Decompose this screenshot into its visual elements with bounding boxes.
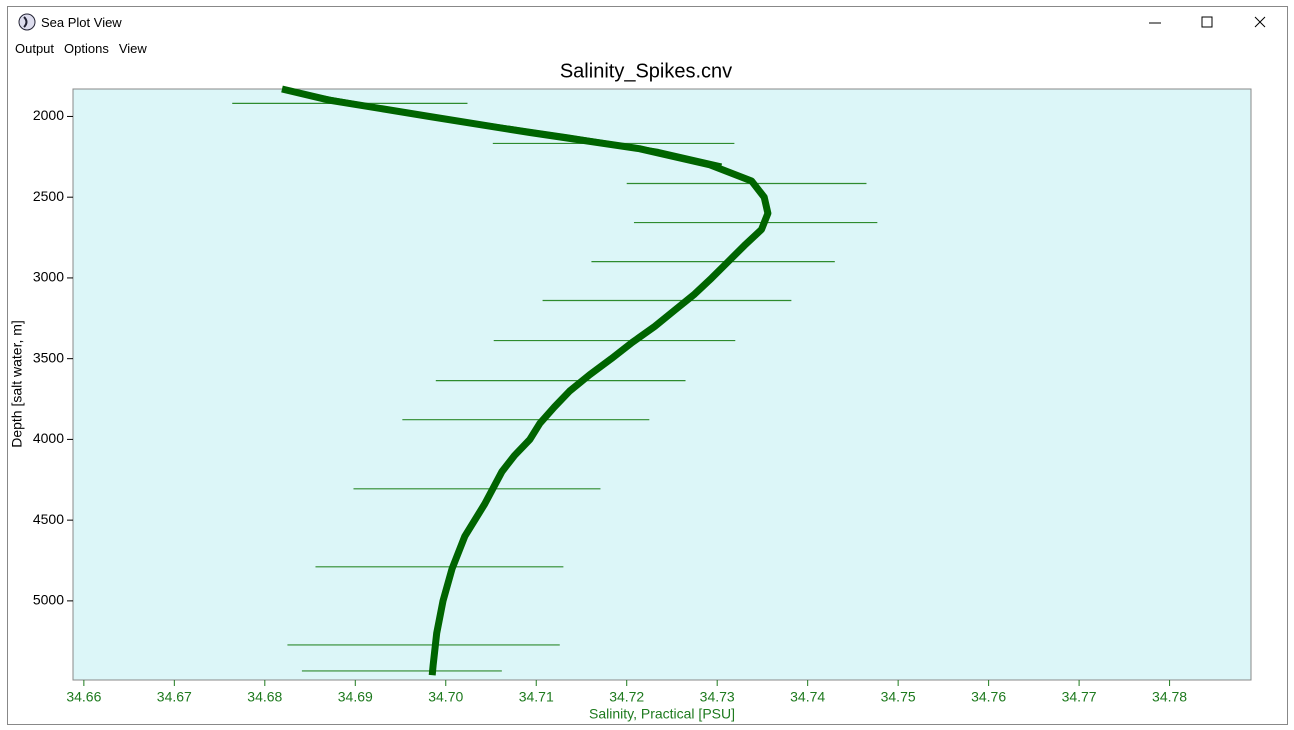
x-tick-label: 34.78: [1152, 689, 1187, 705]
x-axis-label: Salinity, Practical [PSU]: [589, 706, 735, 722]
y-tick-label: 2500: [33, 188, 64, 204]
menu-bar: Output Options View: [15, 41, 157, 56]
profile-line: [287, 89, 723, 167]
y-tick-label: 3500: [33, 349, 64, 365]
title-bar: Sea Plot View: [8, 7, 1287, 37]
window-controls[interactable]: [1137, 7, 1287, 37]
y-axis-label: Depth [salt water, m]: [9, 320, 25, 448]
x-tick-label: 34.75: [881, 689, 916, 705]
x-tick-label: 34.72: [609, 689, 644, 705]
x-tick-label: 34.76: [971, 689, 1006, 705]
menu-item[interactable]: Options: [64, 41, 109, 56]
x-tick-label: 34.74: [790, 689, 825, 705]
y-tick-label: 3000: [33, 269, 64, 285]
y-tick-label: 5000: [33, 592, 64, 608]
window-title: Sea Plot View: [41, 15, 122, 30]
x-tick-label: 34.77: [1062, 689, 1097, 705]
x-tick-label: 34.66: [66, 689, 101, 705]
app-icon: [18, 13, 36, 31]
x-tick-label: 34.70: [428, 689, 463, 705]
menu-item[interactable]: Output: [15, 41, 55, 56]
y-tick-label: 4500: [33, 511, 64, 527]
x-tick-label: 34.69: [338, 689, 373, 705]
y-tick-label: 4000: [33, 430, 64, 446]
menu-item[interactable]: View: [118, 41, 147, 56]
chart-title: Salinity_Spikes.cnv: [560, 60, 732, 82]
x-tick-label: 34.73: [700, 689, 735, 705]
x-tick-label: 34.71: [519, 689, 554, 705]
profile-line: [281, 85, 772, 676]
x-tick-label: 34.67: [157, 689, 192, 705]
y-tick-label: 2000: [33, 107, 64, 123]
plot-area: [72, 88, 1252, 681]
x-tick-label: 34.68: [247, 689, 282, 705]
